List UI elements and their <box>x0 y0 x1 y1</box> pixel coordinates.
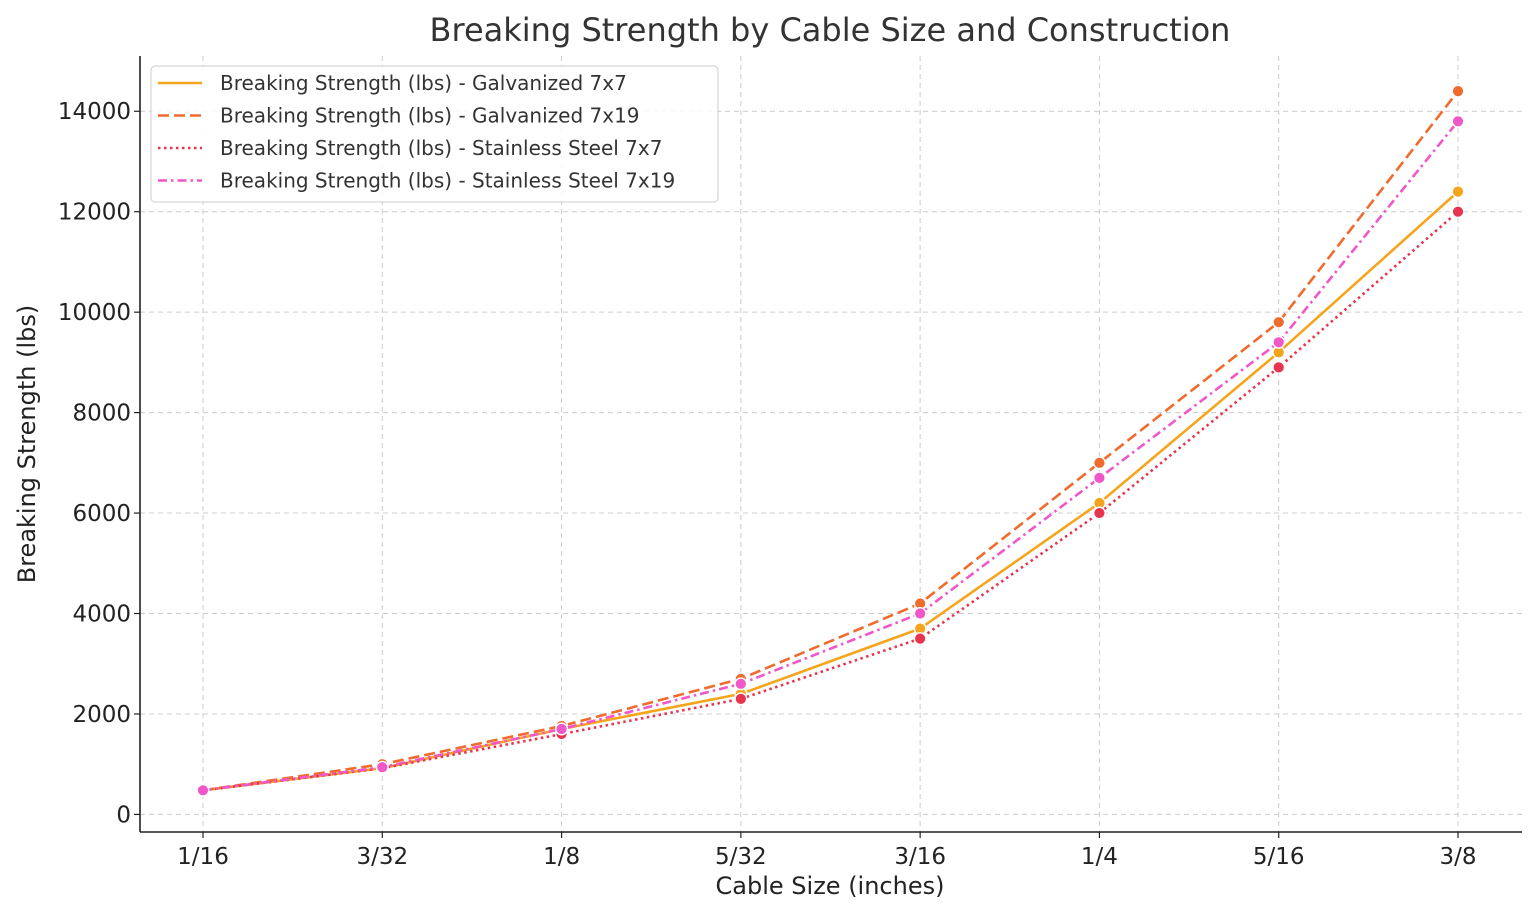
legend-label: Breaking Strength (lbs) - Galvanized 7x1… <box>220 104 640 128</box>
legend-label: Breaking Strength (lbs) - Galvanized 7x7 <box>220 71 627 95</box>
series-3 <box>196 205 1465 797</box>
data-point <box>375 760 389 774</box>
y-tick-label: 10000 <box>58 300 131 326</box>
data-point <box>1272 335 1286 349</box>
y-tick-label: 8000 <box>72 401 131 427</box>
legend-item: Breaking Strength (lbs) - Galvanized 7x1… <box>158 104 640 128</box>
x-tick-label: 1/8 <box>543 844 580 870</box>
legend-label: Breaking Strength (lbs) - Stainless Stee… <box>220 169 675 193</box>
x-tick-label: 3/16 <box>894 844 946 870</box>
series-4 <box>196 114 1465 797</box>
legend-item: Breaking Strength (lbs) - Stainless Stee… <box>158 169 675 193</box>
data-point <box>1092 456 1106 470</box>
data-point <box>1451 205 1465 219</box>
series-1 <box>196 185 1465 797</box>
y-tick-label: 14000 <box>58 99 131 125</box>
axes: 1/16 3/32 1/8 5/32 3/16 1/4 5/16 3/8 0 2000 4000 60… <box>58 56 1522 870</box>
y-tick-label: 6000 <box>72 501 131 527</box>
y-tick-label: 12000 <box>58 200 131 226</box>
data-point <box>1451 114 1465 128</box>
legend-item: Breaking Strength (lbs) - Galvanized 7x7 <box>158 71 627 95</box>
data-point <box>1451 185 1465 199</box>
y-tick-label: 0 <box>116 802 131 828</box>
legend: Breaking Strength (lbs) - Galvanized 7x7… <box>150 65 719 203</box>
chart-title: Breaking Strength by Cable Size and Cons… <box>430 11 1231 49</box>
data-point <box>555 722 569 736</box>
x-tick-label: 5/32 <box>715 844 767 870</box>
data-point <box>913 632 927 646</box>
data-point <box>1451 84 1465 98</box>
x-tick-label: 1/4 <box>1081 844 1118 870</box>
x-tick-label: 3/8 <box>1439 844 1476 870</box>
series-line <box>202 190 1459 792</box>
series-line <box>202 90 1460 792</box>
legend-item: Breaking Strength (lbs) - Stainless Stee… <box>158 136 662 160</box>
data-point <box>913 607 927 621</box>
y-axis-label: Breaking Strength (lbs) <box>13 305 41 584</box>
y-tick-label: 2000 <box>72 702 131 728</box>
series-line <box>202 120 1460 792</box>
legend-box <box>150 65 719 203</box>
x-tick-label: 5/16 <box>1253 844 1305 870</box>
x-tick-label: 1/16 <box>177 844 229 870</box>
data-point <box>1272 315 1286 329</box>
data-point <box>734 677 748 691</box>
series-line <box>202 210 1459 792</box>
x-axis-label: Cable Size (inches) <box>716 872 945 900</box>
y-tick-label: 4000 <box>72 602 131 628</box>
data-point <box>1092 471 1106 485</box>
data-point <box>1272 360 1286 374</box>
x-tick-label: 3/32 <box>356 844 408 870</box>
data-point <box>1092 506 1106 520</box>
data-point <box>196 783 210 797</box>
data-point <box>734 692 748 706</box>
series-layer <box>196 84 1465 797</box>
legend-label: Breaking Strength (lbs) - Stainless Stee… <box>220 136 662 160</box>
